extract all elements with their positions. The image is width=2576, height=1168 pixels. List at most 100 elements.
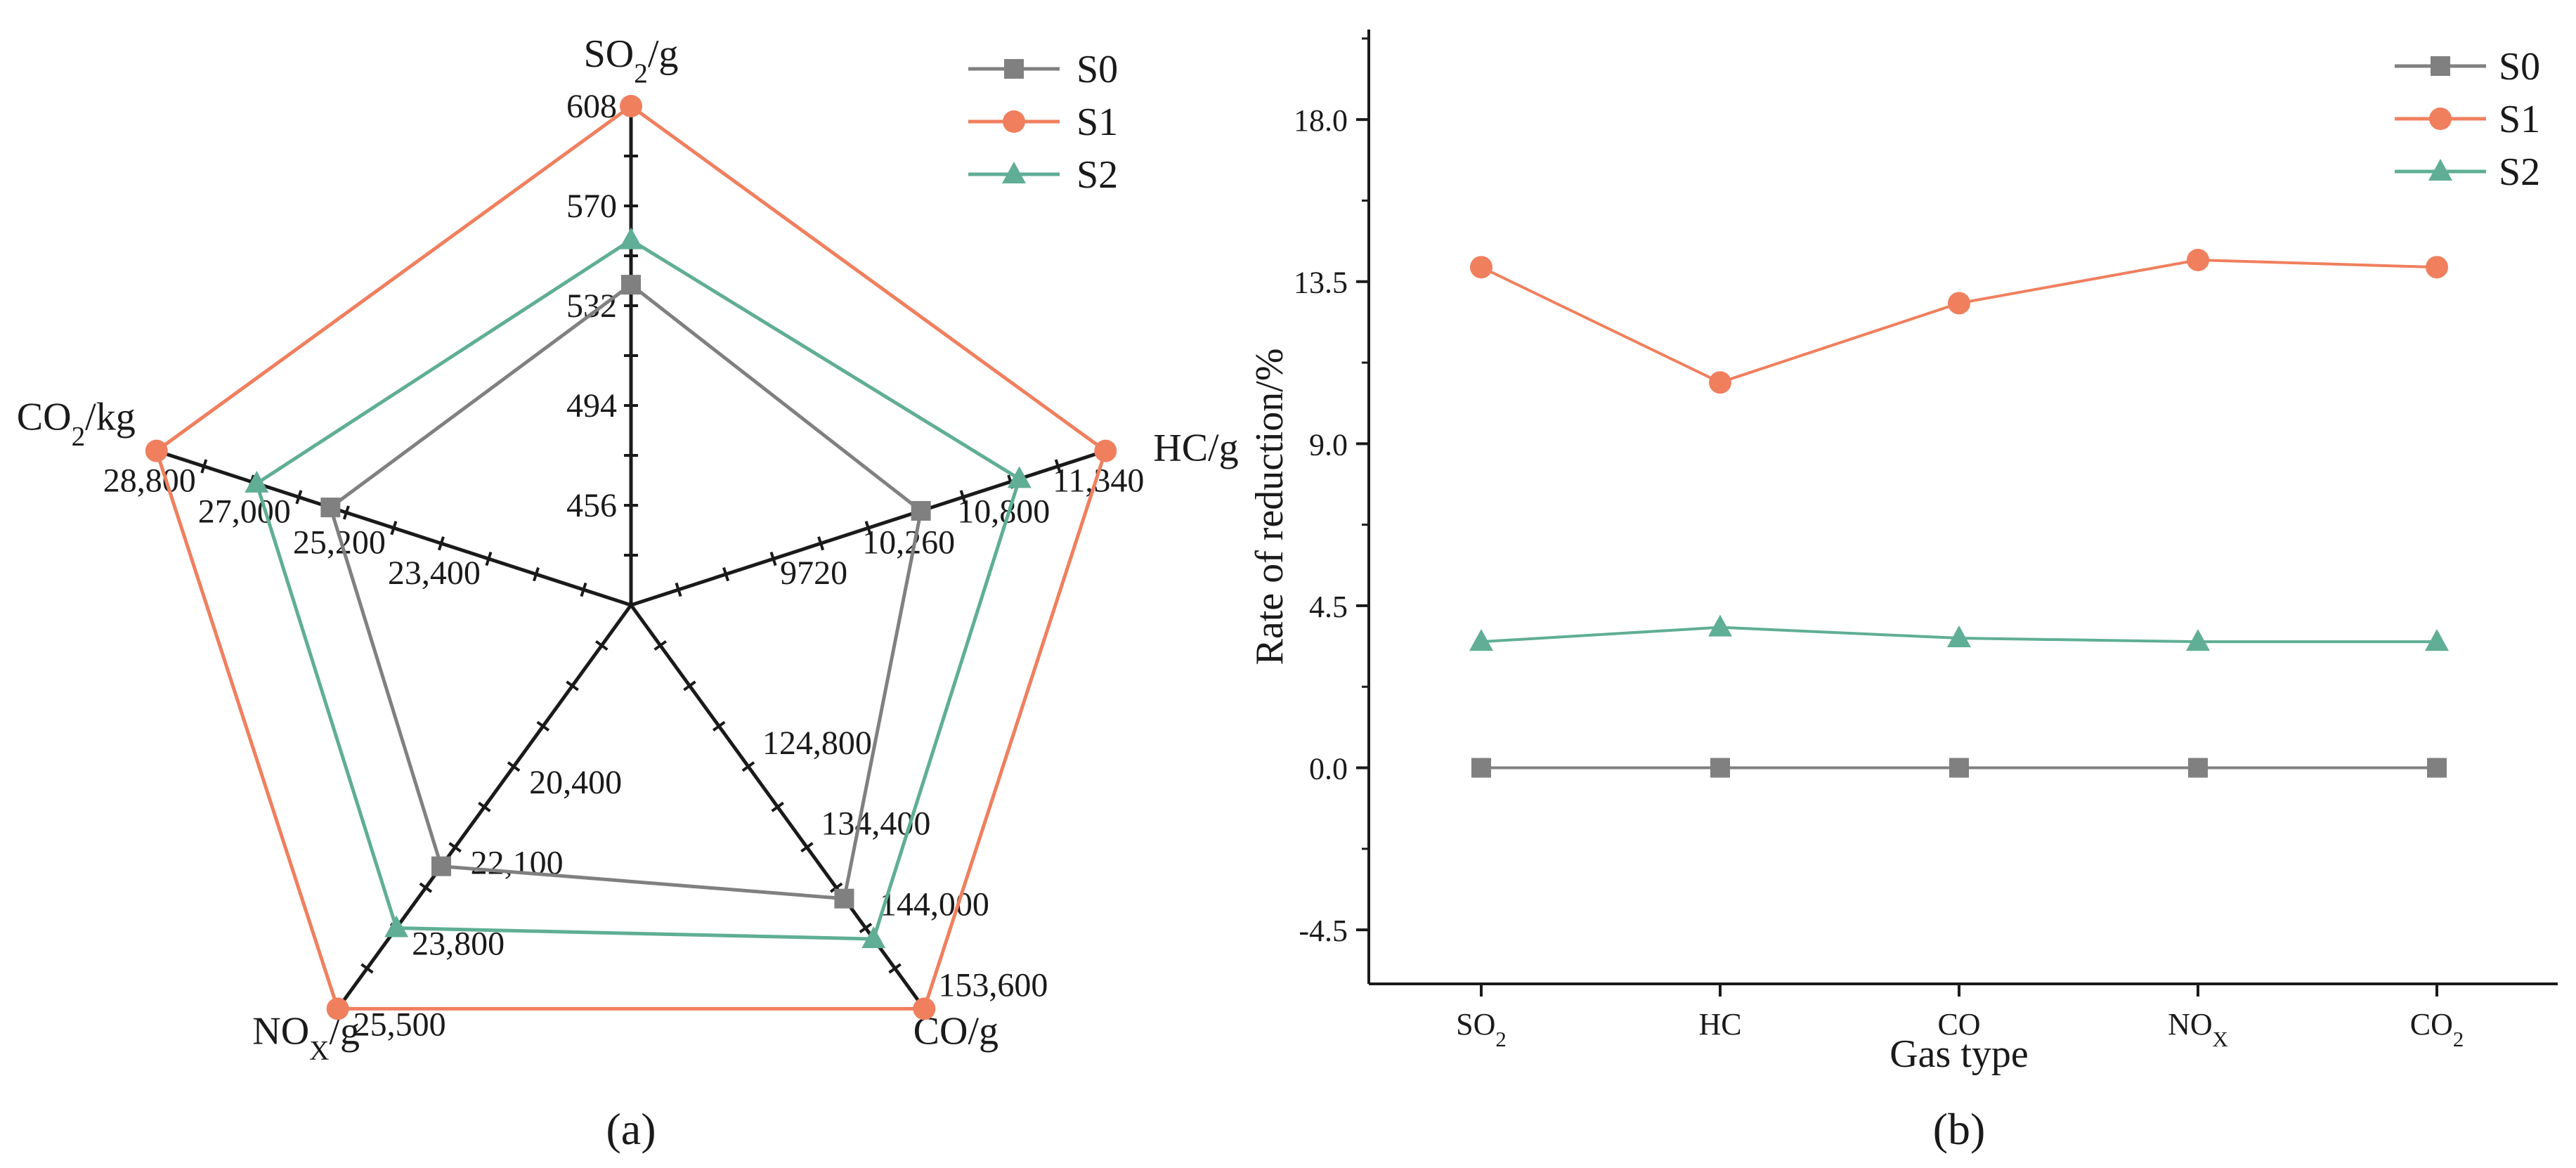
radar-tick-label: 20,400 <box>529 764 622 801</box>
x-axis-title: Gas type <box>1889 1032 2029 1076</box>
radar-tick-mark <box>817 536 825 551</box>
line-point-S1 <box>1709 371 1731 394</box>
radar-tick-mark <box>532 566 540 582</box>
radar-tick-mark <box>959 490 967 505</box>
radar-tick-mark <box>683 680 696 692</box>
radar-tick-label: 532 <box>566 287 617 325</box>
line-point-S1 <box>2426 256 2448 279</box>
radar-legend: S0 S1 S2 <box>968 48 1118 197</box>
radar-tick-mark <box>859 923 873 934</box>
radar-point-S0 <box>431 856 451 876</box>
legend-marker-S1 <box>1003 110 1025 133</box>
radar-tick-label: 25,500 <box>353 1006 446 1043</box>
radar-tick-label: 144,000 <box>880 886 989 923</box>
radar-tick-label: 570 <box>566 188 617 225</box>
radar-point-S0 <box>911 500 931 521</box>
line-point-S2 <box>2186 629 2210 651</box>
radar-point-S2 <box>245 470 269 493</box>
legend-label-S0: S0 <box>1076 48 1118 91</box>
radar-tick-mark <box>360 963 374 974</box>
legend-label-S1: S1 <box>1076 100 1118 144</box>
radar-tick-mark <box>200 459 208 474</box>
radar-tick-label: 28,800 <box>103 462 196 500</box>
x-tick-label: CO <box>1937 1007 1980 1042</box>
radar-tick-mark <box>800 842 814 853</box>
radar-chart-panel-a: 456494532570608SO2/g972010,26010,80011,3… <box>17 32 1239 1154</box>
radar-tick-label: 153,600 <box>938 966 1048 1004</box>
radar-tick-label: 27,000 <box>198 493 291 530</box>
radar-tick-mark <box>390 521 398 536</box>
y-tick-label: 18.0 <box>1294 103 1348 138</box>
radar-point-S2 <box>384 915 409 937</box>
radar-tick-label: 456 <box>566 487 617 524</box>
radar-series-S2 <box>254 238 1022 941</box>
radar-tick-mark <box>722 566 730 582</box>
radar-tick-mark <box>507 761 521 772</box>
y-tick-label: -4.5 <box>1299 914 1348 948</box>
legend-marker-S2 <box>2428 159 2452 181</box>
x-tick-label: HC <box>1698 1007 1741 1042</box>
legend-label-S2: S2 <box>1076 153 1118 197</box>
radar-point-S2 <box>619 227 643 249</box>
radar-tick-mark <box>771 801 784 812</box>
x-tick-label: SO2 <box>1456 1007 1507 1051</box>
radar-tick-mark <box>712 720 726 732</box>
radar-point-S0 <box>621 275 641 295</box>
radar-tick-mark <box>419 882 433 893</box>
radar-series-S1 <box>154 103 1108 1011</box>
radar-tick-mark <box>485 552 493 566</box>
legend-label-S1: S1 <box>2499 98 2540 141</box>
y-tick-label: 0.0 <box>1309 752 1348 786</box>
radar-tick-mark <box>295 490 303 505</box>
radar-point-S2 <box>1007 466 1032 488</box>
line-point-S1 <box>2187 248 2209 271</box>
panel-label-a: (a) <box>606 1104 656 1154</box>
radar-point-S2 <box>861 926 886 949</box>
radar-point-S0 <box>834 888 854 909</box>
x-tick-label: CO2 <box>2410 1007 2464 1051</box>
line-point-S0 <box>1949 758 1969 778</box>
radar-tick-mark <box>888 963 902 974</box>
legend-marker-S2 <box>1002 162 1026 183</box>
radar-tick-label: 608 <box>566 88 617 125</box>
line-point-S0 <box>1710 758 1730 778</box>
line-point-S1 <box>1948 292 1970 315</box>
radar-tick-mark <box>653 640 667 651</box>
radar-tick-label: 23,400 <box>388 554 481 592</box>
radar-axis-title: HC/g <box>1153 427 1238 470</box>
radar-tick-mark <box>829 882 843 893</box>
line-point-S0 <box>1471 758 1491 778</box>
radar-point-S1 <box>145 439 168 462</box>
radar-point-S1 <box>1094 439 1117 462</box>
radar-point-S1 <box>913 997 936 1020</box>
radar-point-S1 <box>620 95 642 117</box>
radar-tick-mark <box>595 640 609 651</box>
radar-tick-mark <box>580 582 587 597</box>
line-point-S2 <box>2425 629 2449 651</box>
radar-tick-label: 9720 <box>780 554 847 592</box>
y-tick-label: 13.5 <box>1294 266 1348 300</box>
legend-label-S0: S0 <box>2499 45 2540 89</box>
y-tick-label: 9.0 <box>1309 427 1348 462</box>
radar-tick-mark <box>741 761 755 772</box>
line-point-S2 <box>1708 614 1732 637</box>
radar-tick-mark <box>675 582 682 597</box>
line-point-S2 <box>1947 625 1971 648</box>
legend-label-S2: S2 <box>2499 150 2540 194</box>
radar-series-S0 <box>328 282 923 901</box>
line-point-S1 <box>1470 256 1492 279</box>
panel-label-b: (b) <box>1933 1104 1986 1154</box>
radar-axis-title: CO2/kg <box>17 396 136 452</box>
line-legend: S0 S1 S2 <box>2395 45 2540 194</box>
radar-tick-mark <box>536 720 550 732</box>
line-point-S0 <box>2427 758 2447 778</box>
radar-tick-label: 494 <box>566 387 617 424</box>
radar-point-S0 <box>320 498 341 518</box>
legend-marker-S0 <box>1004 59 1024 79</box>
radar-tick-mark <box>448 842 462 853</box>
line-chart-panel-b: -4.5 0.0 4.5 9.0 13.5 18.0 SO2 HC CO NOX CO2 Gas ty… <box>1248 30 2558 1154</box>
radar-tick-mark <box>478 801 491 812</box>
legend-marker-S0 <box>2431 56 2450 76</box>
line-point-S2 <box>1469 629 1493 651</box>
